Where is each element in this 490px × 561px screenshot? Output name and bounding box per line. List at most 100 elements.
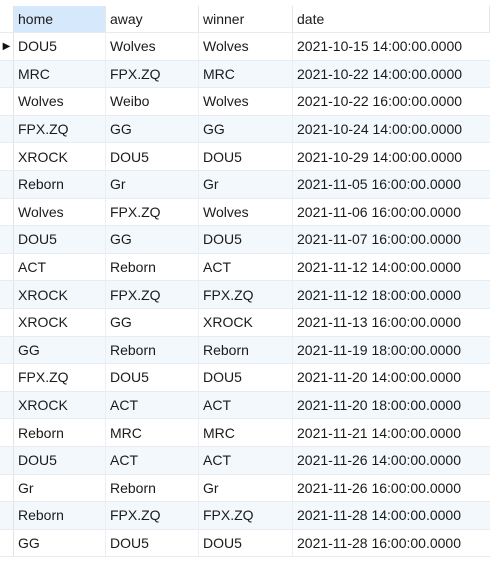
cell-date[interactable]: 2021-11-28 14:00:00.0000 (297, 507, 461, 524)
cell-home[interactable]: FPX.ZQ (14, 115, 106, 143)
cell-date[interactable]: 2021-11-20 18:00:00.0000 (297, 397, 461, 414)
cell-date[interactable]: 2021-11-12 14:00:00.0000 (297, 259, 461, 276)
cell-home[interactable]: XROCK (14, 143, 106, 170)
cell-home[interactable]: DOU5 (14, 33, 106, 60)
row-selector[interactable] (0, 364, 14, 391)
row-selector[interactable] (0, 281, 14, 308)
cell-away[interactable]: Reborn (106, 336, 199, 364)
table-row[interactable]: Reborn Gr Gr 2021-11-05 16:00:00.0000 (0, 170, 490, 199)
row-selector[interactable] (0, 308, 14, 336)
row-selector[interactable] (0, 88, 14, 115)
table-row[interactable]: DOU5 GG DOU5 2021-11-07 16:00:00.0000 (0, 226, 490, 254)
column-header-winner[interactable]: winner (199, 6, 293, 32)
cell-date[interactable]: 2021-10-22 14:00:00.0000 (297, 65, 463, 82)
cell-date[interactable]: 2021-11-28 16:00:00.0000 (297, 534, 461, 551)
table-row[interactable]: Reborn MRC MRC 2021-11-21 14:00:00.0000 (0, 419, 490, 447)
row-selector[interactable] (0, 226, 14, 253)
table-row[interactable]: DOU5 ACT ACT 2021-11-26 14:00:00.0000 (0, 446, 490, 475)
cell-away[interactable]: Reborn (106, 253, 199, 281)
row-selector[interactable] (0, 143, 14, 170)
column-header-home[interactable]: home (14, 6, 106, 32)
cell-winner[interactable]: MRC (199, 60, 293, 88)
cell-date[interactable]: 2021-11-20 14:00:00.0000 (297, 369, 461, 386)
row-selector[interactable] (0, 170, 14, 198)
cell-away[interactable]: Wolves (106, 33, 199, 60)
table-row[interactable]: Wolves Weibo Wolves 2021-10-22 16:00:00.000… (0, 88, 490, 116)
cell-winner[interactable]: ACT (199, 446, 293, 474)
cell-home[interactable]: XROCK (14, 281, 106, 308)
cell-away[interactable]: DOU5 (106, 143, 199, 170)
cell-home[interactable]: DOU5 (14, 446, 106, 474)
row-selector[interactable] (0, 253, 14, 281)
cell-date[interactable]: 2021-11-26 16:00:00.0000 (297, 479, 461, 496)
cell-winner[interactable]: DOU5 (199, 364, 293, 391)
table-row[interactable]: XROCK FPX.ZQ FPX.ZQ 2021-11-12 18:00:00.000… (0, 281, 490, 309)
cell-date[interactable]: 2021-10-22 16:00:00.0000 (297, 93, 463, 110)
table-row[interactable]: Wolves FPX.ZQ Wolves 2021-11-06 16:00:00.00… (0, 198, 490, 227)
cell-home[interactable]: Reborn (14, 170, 106, 198)
cell-winner[interactable]: GG (199, 115, 293, 143)
current-row-indicator-icon[interactable]: ▶ (0, 33, 14, 60)
cell-date[interactable]: 2021-11-05 16:00:00.0000 (297, 176, 461, 193)
cell-winner[interactable]: ACT (199, 391, 293, 419)
cell-winner[interactable]: Gr (199, 170, 293, 198)
table-row[interactable]: FPX.ZQ GG GG 2021-10-24 14:00:00.0000 (0, 115, 490, 144)
table-row[interactable]: XROCK GG XROCK 2021-11-13 16:00:00.0000 (0, 308, 490, 337)
cell-away[interactable]: ACT (106, 446, 199, 474)
cell-home[interactable]: Wolves (14, 88, 106, 115)
cell-date[interactable]: 2021-11-12 18:00:00.0000 (297, 286, 461, 303)
cell-date[interactable]: 2021-11-21 14:00:00.0000 (297, 424, 461, 441)
row-selector[interactable] (0, 419, 14, 446)
cell-away[interactable]: MRC (106, 419, 199, 446)
cell-home[interactable]: GG (14, 336, 106, 364)
cell-home[interactable]: Gr (14, 474, 106, 502)
cell-winner[interactable]: FPX.ZQ (199, 281, 293, 308)
cell-winner[interactable]: Wolves (199, 198, 293, 226)
cell-home[interactable]: ACT (14, 253, 106, 281)
cell-winner[interactable]: FPX.ZQ (199, 502, 293, 529)
cell-winner[interactable]: ACT (199, 253, 293, 281)
cell-away[interactable]: GG (106, 308, 199, 336)
table-row[interactable]: GG DOU5 DOU5 2021-11-28 16:00:00.0000 (0, 529, 490, 558)
cell-winner[interactable]: Reborn (199, 336, 293, 364)
cell-home[interactable]: XROCK (14, 308, 106, 336)
cell-home[interactable]: XROCK (14, 391, 106, 419)
row-selector[interactable] (0, 336, 14, 364)
cell-winner[interactable]: Wolves (199, 88, 293, 115)
cell-winner[interactable]: MRC (199, 419, 293, 446)
cell-date[interactable]: 2021-10-15 14:00:00.0000 (297, 38, 463, 55)
cell-home[interactable]: MRC (14, 60, 106, 88)
cell-away[interactable]: ACT (106, 391, 199, 419)
cell-date[interactable]: 2021-11-13 16:00:00.0000 (297, 314, 461, 331)
cell-away[interactable]: FPX.ZQ (106, 502, 199, 529)
results-data-grid[interactable]: home away winner date ▶ DOU5 Wolves Wolves 2… (0, 6, 490, 558)
column-header-away[interactable]: away (106, 6, 199, 32)
row-selector[interactable] (0, 391, 14, 419)
cell-home[interactable]: Wolves (14, 198, 106, 226)
table-row[interactable]: Gr Reborn Gr 2021-11-26 16:00:00.0000 (0, 474, 490, 503)
cell-home[interactable]: GG (14, 529, 106, 557)
cell-date[interactable]: 2021-11-06 16:00:00.0000 (297, 203, 461, 220)
row-selector[interactable] (0, 474, 14, 502)
table-row[interactable]: ACT Reborn ACT 2021-11-12 14:00:00.0000 (0, 253, 490, 282)
cell-date[interactable]: 2021-11-19 18:00:00.0000 (297, 341, 461, 358)
table-row[interactable]: ▶ DOU5 Wolves Wolves 2021-10-15 14:00:00.000… (0, 33, 490, 61)
row-selector[interactable] (0, 446, 14, 474)
cell-away[interactable]: Weibo (106, 88, 199, 115)
cell-home[interactable]: Reborn (14, 419, 106, 446)
cell-home[interactable]: FPX.ZQ (14, 364, 106, 391)
cell-away[interactable]: Reborn (106, 474, 199, 502)
cell-home[interactable]: DOU5 (14, 226, 106, 253)
cell-away[interactable]: FPX.ZQ (106, 60, 199, 88)
table-row[interactable]: XROCK ACT ACT 2021-11-20 18:00:00.0000 (0, 391, 490, 420)
cell-away[interactable]: GG (106, 226, 199, 253)
row-selector[interactable] (0, 502, 14, 529)
cell-away[interactable]: GG (106, 115, 199, 143)
cell-winner[interactable]: Wolves (199, 33, 293, 60)
cell-date[interactable]: 2021-10-24 14:00:00.0000 (297, 121, 463, 138)
table-row[interactable]: FPX.ZQ DOU5 DOU5 2021-11-20 14:00:00.0000 (0, 364, 490, 392)
table-row[interactable]: XROCK DOU5 DOU5 2021-10-29 14:00:00.0000 (0, 143, 490, 171)
cell-home[interactable]: Reborn (14, 502, 106, 529)
cell-winner[interactable]: DOU5 (199, 529, 293, 557)
table-row[interactable]: Reborn FPX.ZQ FPX.ZQ 2021-11-28 14:00:00.00… (0, 502, 490, 530)
